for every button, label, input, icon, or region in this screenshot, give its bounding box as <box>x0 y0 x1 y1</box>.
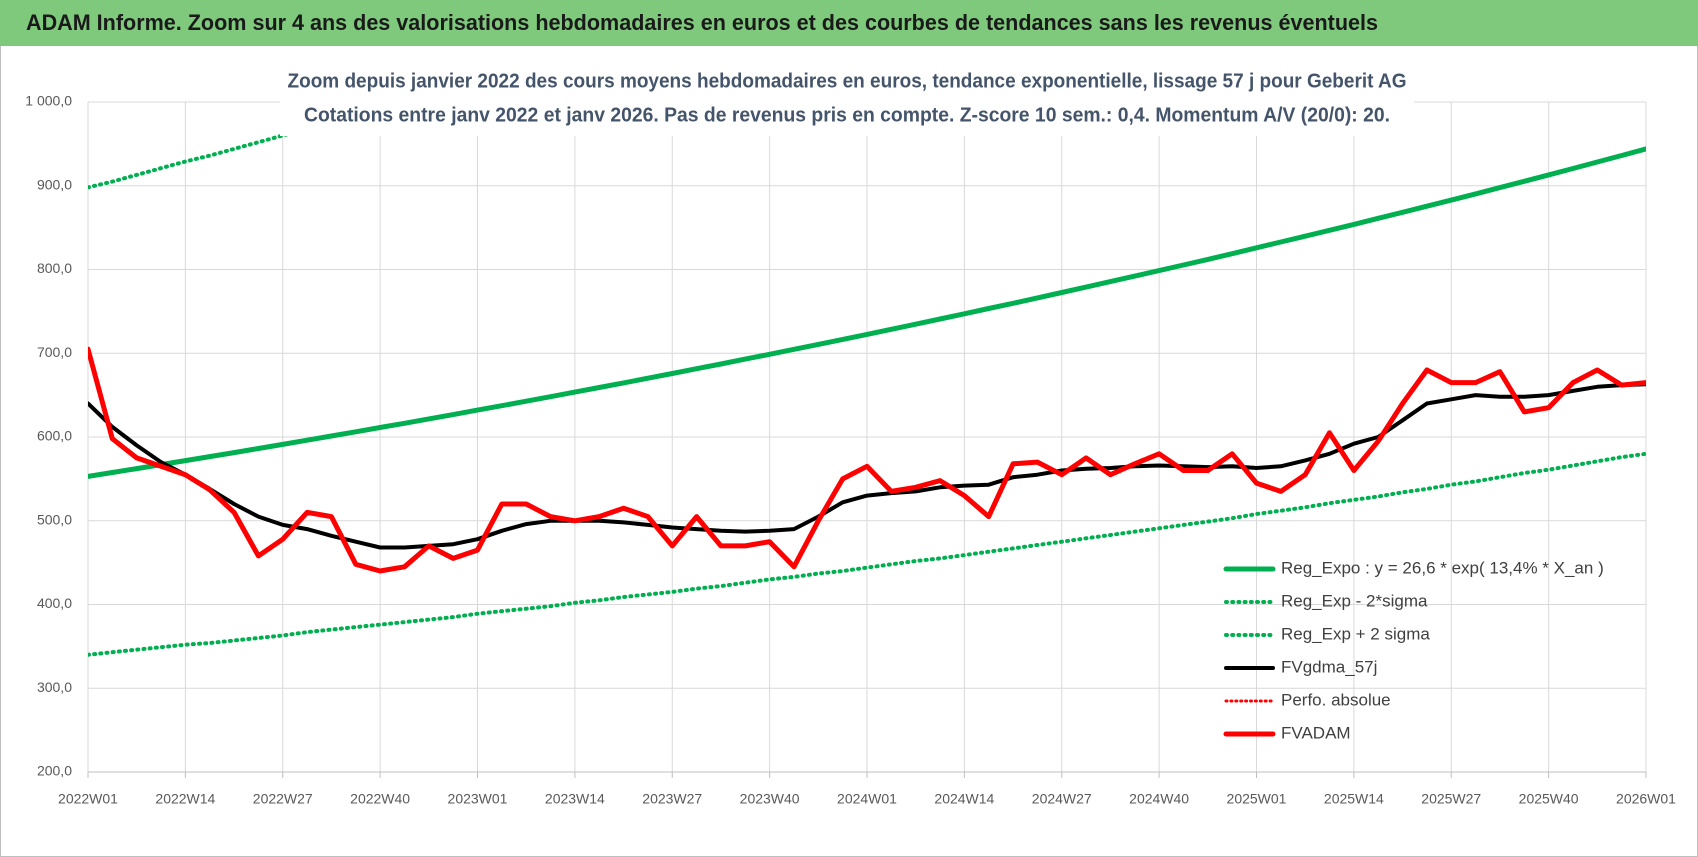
legend-label: Reg_Exp - 2*sigma <box>1281 591 1428 610</box>
y-tick-label: 300,0 <box>37 679 72 695</box>
x-tick-label: 2023W01 <box>448 791 508 807</box>
y-tick-label: 700,0 <box>37 344 72 360</box>
header-title: ADAM Informe. Zoom sur 4 ans des valoris… <box>26 10 1378 35</box>
x-tick-label: 2024W27 <box>1032 791 1092 807</box>
series-line <box>88 346 1646 574</box>
legend-label: Perfo. absolue <box>1281 690 1391 709</box>
x-tick-label: 2026W01 <box>1616 791 1676 807</box>
legend-label: Reg_Exp + 2 sigma <box>1281 624 1430 643</box>
series-line <box>88 451 1646 657</box>
series-line <box>88 146 1646 479</box>
x-tick-label: 2025W01 <box>1227 791 1287 807</box>
legend-label: FVgdma_57j <box>1281 657 1377 676</box>
x-tick-label: 2023W14 <box>545 791 605 807</box>
y-tick-label: 1 000,0 <box>25 93 72 109</box>
subtitle-box <box>280 64 1414 136</box>
x-tick-label: 2025W27 <box>1421 791 1481 807</box>
x-tick-label: 2024W14 <box>934 791 994 807</box>
x-tick-label: 2022W01 <box>58 791 118 807</box>
subtitle: Cotations entre janv 2022 et janv 2026. … <box>304 104 1390 126</box>
y-tick-label: 400,0 <box>37 595 72 611</box>
header-band <box>0 0 1698 46</box>
x-tick-label: 2023W27 <box>642 791 702 807</box>
y-tick-label: 600,0 <box>37 428 72 444</box>
x-tick-label: 2024W40 <box>1129 791 1189 807</box>
x-tick-label: 2025W40 <box>1519 791 1579 807</box>
y-tick-label: 900,0 <box>37 176 72 192</box>
x-tick-label: 2022W27 <box>253 791 313 807</box>
legend-label: Reg_Expo : y = 26,6 * exp( 13,4% * X_an … <box>1281 558 1604 577</box>
x-tick-label: 2024W01 <box>837 791 897 807</box>
y-tick-label: 800,0 <box>37 260 72 276</box>
x-tick-label: 2022W14 <box>155 791 215 807</box>
x-tick-label: 2022W40 <box>350 791 410 807</box>
x-tick-label: 2025W14 <box>1324 791 1384 807</box>
subtitle: Zoom depuis janvier 2022 des cours moyen… <box>288 70 1407 92</box>
y-tick-label: 200,0 <box>37 763 72 779</box>
x-tick-label: 2023W40 <box>740 791 800 807</box>
y-tick-label: 500,0 <box>37 511 72 527</box>
legend-label: FVADAM <box>1281 723 1351 742</box>
